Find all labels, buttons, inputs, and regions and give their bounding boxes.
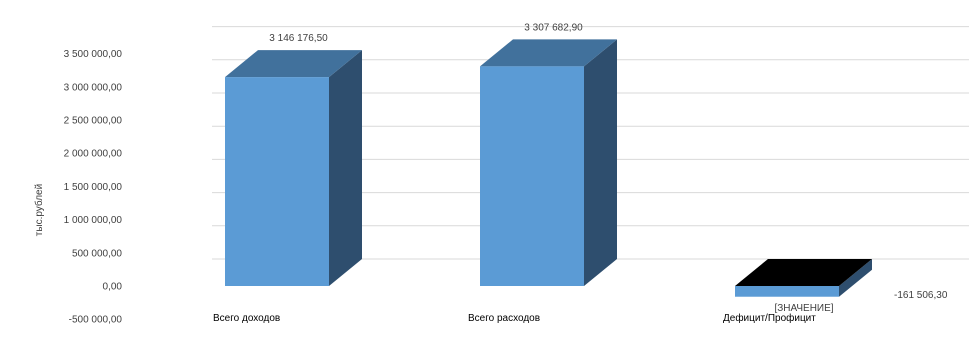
y-tick-label: 1 500 000,00 <box>64 182 123 193</box>
data-label: 3 307 682,90 <box>524 22 583 33</box>
bar-top <box>225 50 362 78</box>
bar-side <box>329 50 362 287</box>
value-placeholder-label: [ЗНАЧЕНИЕ] <box>774 303 833 314</box>
category-label: Всего расходов <box>468 313 540 324</box>
y-tick-label: 3 000 000,00 <box>64 82 123 93</box>
data-label: -161 506,30 <box>894 290 948 301</box>
y-tick-label: 0,00 <box>103 282 123 293</box>
data-labels: 3 146 176,50 3 307 682,90 -161 506,30 [ЗНАЧ… <box>269 22 948 314</box>
y-tick-label: 1 000 000,00 <box>64 215 123 226</box>
y-tick-label: 2 500 000,00 <box>64 116 123 127</box>
y-tick-label: -500 000,00 <box>69 315 123 326</box>
y-tick-label: 500 000,00 <box>72 248 122 259</box>
bar <box>480 39 617 286</box>
bar-front <box>480 66 584 286</box>
y-tick-label: 2 000 000,00 <box>64 149 123 160</box>
y-axis-label: тыс.рублей <box>33 184 45 236</box>
category-labels: Всего доходов Всего расходов Дефицит/Профи… <box>213 312 816 324</box>
data-label: 3 146 176,50 <box>269 33 328 44</box>
bars <box>225 39 872 297</box>
bar-side <box>584 39 617 286</box>
bar <box>735 259 872 297</box>
bar-front <box>735 286 839 297</box>
bar-top <box>480 39 617 67</box>
bar-top <box>735 259 872 286</box>
y-axis-ticks: 3 500 000,00 3 000 000,00 2 500 000,00 2 00… <box>64 49 123 326</box>
category-label: Дефицит/Профицит <box>723 312 816 324</box>
bar-side <box>839 259 872 297</box>
y-tick-label: 3 500 000,00 <box>64 49 123 60</box>
category-label: Всего доходов <box>213 313 280 324</box>
bar <box>225 50 362 287</box>
bar-front <box>225 77 329 287</box>
